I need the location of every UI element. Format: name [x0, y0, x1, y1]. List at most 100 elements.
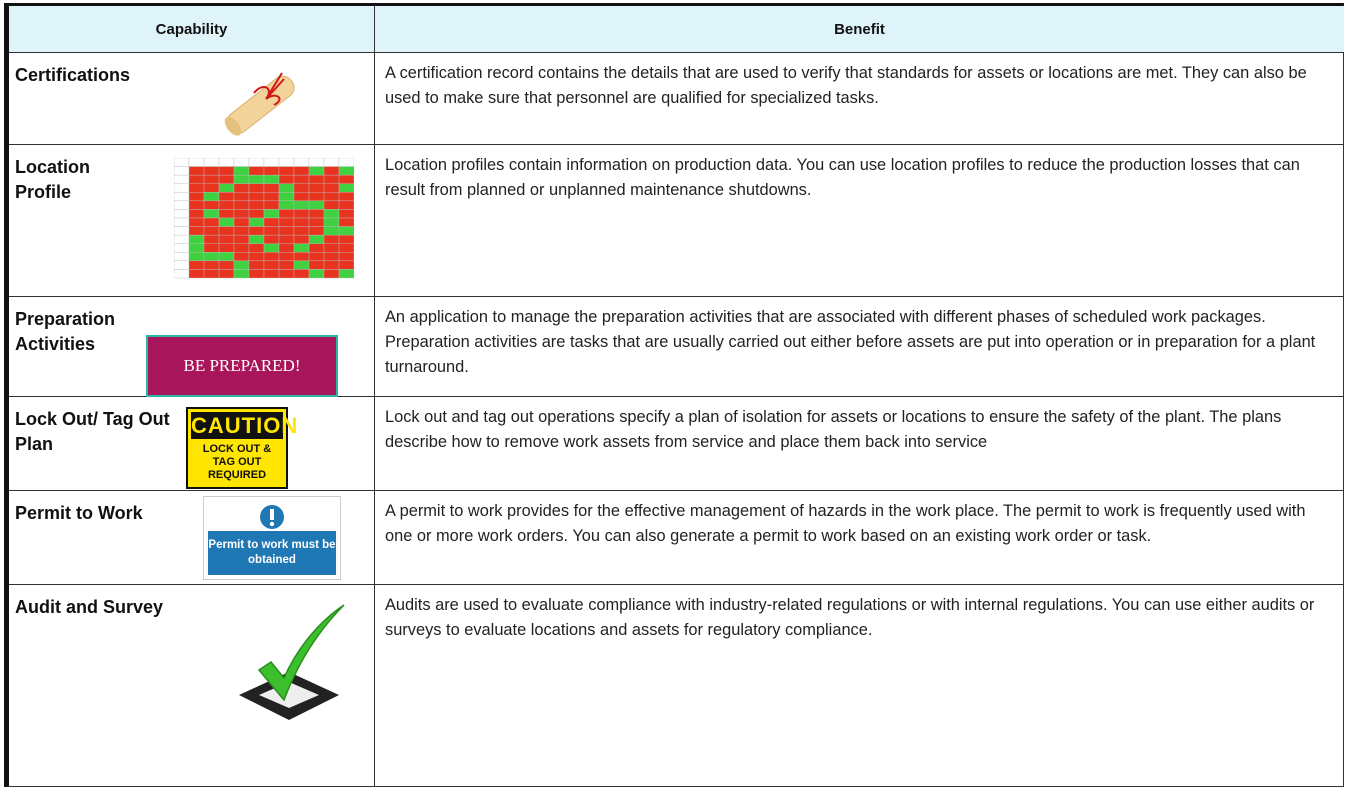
capability: Audit and Survey — [15, 597, 164, 617]
grid-cell — [174, 166, 190, 176]
grid-cell — [263, 252, 280, 262]
table-row: Audit and Survey Audits are used to eval… — [9, 585, 1344, 787]
capability: Certifications — [15, 65, 131, 85]
grid-cell — [203, 192, 220, 202]
grid-cell — [174, 269, 190, 279]
grid-cell — [218, 260, 235, 270]
grid-cell — [323, 234, 340, 244]
benefit-cell: A permit to work provides for the effect… — [375, 491, 1344, 584]
capability-cell: Certifications — [9, 53, 375, 144]
grid-cell — [174, 234, 190, 244]
grid-cell — [188, 226, 205, 236]
grid-cell — [323, 174, 340, 184]
grid-cell — [233, 200, 250, 210]
grid-cell — [308, 243, 325, 253]
grid-cell — [233, 226, 250, 236]
grid-cell — [233, 269, 250, 279]
grid-cell — [263, 269, 280, 279]
grid-cell — [308, 166, 325, 176]
grid-cell — [218, 252, 235, 262]
grid-cell — [278, 269, 295, 279]
grid-cell — [338, 226, 354, 236]
grid-cell — [233, 217, 250, 227]
grid-cell — [338, 158, 354, 167]
benefit-cell: Lock out and tag out operations specify … — [375, 397, 1344, 490]
header-text: Benefit — [834, 21, 885, 38]
grid-cell — [174, 174, 190, 184]
grid-cell — [278, 217, 295, 227]
grid-cell — [203, 252, 220, 262]
grid-cell — [293, 209, 310, 219]
grid-cell — [248, 158, 265, 167]
grid-cell — [308, 158, 325, 167]
capability-cell: Permit to Work Permit to work must be ob… — [9, 491, 375, 584]
benefit-cell: A certification record contains the deta… — [375, 53, 1344, 144]
grid-cell — [248, 260, 265, 270]
grid-cell — [263, 260, 280, 270]
benefit-cell: Location profiles contain information on… — [375, 145, 1344, 296]
table-row: Location Profile Location profiles conta… — [9, 145, 1344, 297]
capability: Lock Out/ Tag Out Plan — [15, 409, 170, 454]
benefit-cell: An application to manage the preparation… — [375, 297, 1344, 396]
grid-cell — [263, 192, 280, 202]
grid-cell — [338, 192, 354, 202]
grid-cell — [218, 234, 235, 244]
grid-cell — [188, 269, 205, 279]
grid-cell — [263, 174, 280, 184]
grid-cell — [203, 166, 220, 176]
grid-cell — [233, 174, 250, 184]
caution-title: CAUTION — [191, 412, 299, 439]
grid-cell — [203, 158, 220, 167]
grid-cell — [218, 183, 235, 193]
grid-cell — [323, 217, 340, 227]
grid-cell — [174, 243, 190, 253]
grid-cell — [338, 234, 354, 244]
grid-cell — [218, 174, 235, 184]
grid-cell — [233, 166, 250, 176]
grid-cell — [278, 260, 295, 270]
grid-cell — [188, 200, 205, 210]
grid-cell — [338, 200, 354, 210]
benefit: Location profiles contain information on… — [385, 156, 1300, 199]
grid-cell — [263, 200, 280, 210]
grid-cell — [263, 226, 280, 236]
grid-cell — [308, 183, 325, 193]
prepared-banner: BE PREPARED! — [146, 335, 338, 397]
grid-cell — [293, 200, 310, 210]
grid-cell — [188, 166, 205, 176]
capability-cell: Preparation Activities BE PREPARED! — [9, 297, 375, 397]
grid-cell — [218, 243, 235, 253]
grid-cell — [248, 200, 265, 210]
benefit: A permit to work provides for the effect… — [385, 502, 1306, 545]
grid-cell — [263, 183, 280, 193]
grid-cell — [174, 226, 190, 236]
grid-cell — [278, 252, 295, 262]
grid-cell — [218, 166, 235, 176]
grid-cell — [278, 192, 295, 202]
grid-cell — [323, 183, 340, 193]
grid-cell — [248, 192, 265, 202]
grid-cell — [323, 209, 340, 219]
table-row: Preparation Activities BE PREPARED! An a… — [9, 297, 1344, 397]
grid-cell — [338, 174, 354, 184]
table-row: Permit to Work Permit to work must be ob… — [9, 491, 1344, 585]
grid-cell — [203, 200, 220, 210]
grid-cell — [188, 174, 205, 184]
table-row: Lock Out/ Tag Out Plan CAUTION LOCK OUT &… — [9, 397, 1344, 491]
grid-cell — [323, 166, 340, 176]
benefit: Lock out and tag out operations specify … — [385, 408, 1282, 451]
grid-cell — [188, 260, 205, 270]
grid-cell — [263, 209, 280, 219]
header-text: Capability — [155, 21, 228, 38]
grid-cell — [323, 192, 340, 202]
grid-cell — [203, 234, 220, 244]
permit-sign: Permit to work must be obtained — [203, 496, 341, 580]
grid-cell — [203, 260, 220, 270]
grid-cell — [278, 183, 295, 193]
grid-cell — [338, 269, 354, 279]
grid-cell — [293, 234, 310, 244]
grid-cell — [188, 234, 205, 244]
grid-cell — [233, 234, 250, 244]
grid-cell — [278, 158, 295, 167]
grid-cell — [188, 209, 205, 219]
